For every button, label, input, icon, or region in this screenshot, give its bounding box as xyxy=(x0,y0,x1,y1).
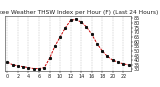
Title: Milwaukee Weather THSW Index per Hour (F) (Last 24 Hours): Milwaukee Weather THSW Index per Hour (F… xyxy=(0,10,158,15)
